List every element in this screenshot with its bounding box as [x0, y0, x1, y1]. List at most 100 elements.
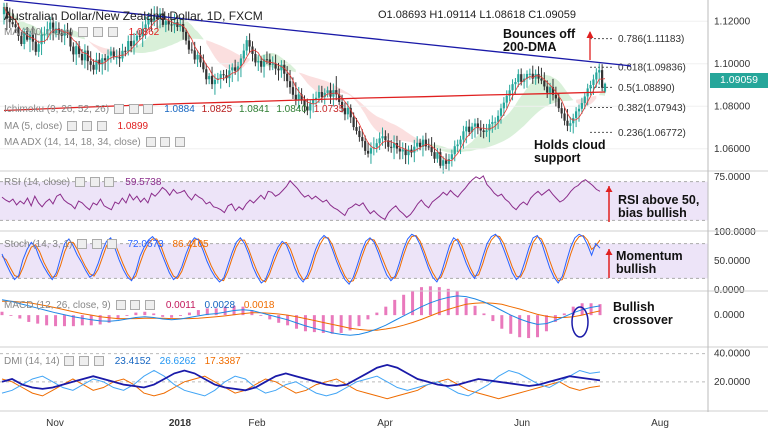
eye-icon[interactable]: [74, 177, 85, 188]
close-icon[interactable]: [104, 177, 115, 188]
candle-body: [514, 82, 517, 85]
candle-body: [387, 140, 390, 147]
eye-icon[interactable]: [115, 300, 126, 311]
candle-body: [144, 24, 147, 29]
candle-body: [427, 146, 430, 148]
fib-level-label: 0.786(1.11183): [618, 34, 684, 45]
candle-body: [63, 31, 66, 36]
macd-histogram-bar: [500, 315, 504, 329]
eye-icon[interactable]: [64, 356, 75, 367]
eye-icon[interactable]: [78, 27, 89, 38]
candle-body: [80, 53, 84, 61]
gear-icon[interactable]: [128, 104, 139, 115]
gear-icon[interactable]: [91, 239, 102, 250]
macd-histogram-bar: [473, 305, 477, 316]
y-tick-label: 100.0000: [714, 227, 756, 238]
macd-histogram-bar: [71, 315, 75, 327]
y-tick-label: 75.0000: [714, 172, 751, 183]
eye-icon[interactable]: [113, 104, 124, 115]
macd-histogram-bar: [9, 315, 13, 316]
candle-body: [112, 51, 115, 58]
candle-body: [234, 67, 237, 71]
gear-icon[interactable]: [93, 27, 104, 38]
x-tick-label: Feb: [248, 418, 266, 429]
ohlc-readout: O1.08693 H1.09114 L1.08618 C1.09059: [378, 9, 576, 21]
candle-body: [583, 96, 586, 104]
stoch-legend-label: Stoch (14, 3, 1): [4, 239, 73, 250]
candle-body: [265, 59, 269, 61]
macd-legend-macd: 0.0028: [204, 300, 236, 311]
candle-body: [563, 113, 566, 121]
x-tick-label: Nov: [46, 418, 64, 429]
close-icon[interactable]: [107, 27, 118, 38]
candle-body: [297, 94, 300, 100]
gear-icon[interactable]: [89, 177, 100, 188]
eye-icon[interactable]: [67, 121, 78, 132]
close-icon[interactable]: [96, 121, 107, 132]
candle-body: [502, 102, 505, 109]
macd-pane[interactable]: 0.0000: [0, 286, 746, 339]
gear-icon[interactable]: [79, 356, 90, 367]
close-icon[interactable]: [145, 300, 156, 311]
ichimoku-legend-value-4: 1.0840: [276, 104, 307, 115]
rsi-arrow-head: [605, 186, 613, 192]
candle-body: [323, 92, 326, 98]
candle-body: [83, 50, 87, 61]
dmi-pane[interactable]: 40.0000 20.0000: [0, 349, 751, 400]
close-icon[interactable]: [93, 356, 104, 367]
candle-body: [57, 28, 60, 34]
dmi-legend[interactable]: DMI (14, 14) 23.4152 26.6262 17.3387: [4, 356, 241, 367]
eye-icon[interactable]: [77, 239, 88, 250]
macd-histogram-bar: [36, 315, 40, 324]
candle-body: [248, 40, 251, 47]
ma200-line: [3, 91, 606, 112]
candle-body: [104, 58, 107, 61]
ma200-legend[interactable]: MA (200, close) 1.0862: [4, 27, 159, 38]
candle-body: [444, 160, 448, 164]
ichimoku-legend[interactable]: Ichimoku (9, 26, 52, 26) 1.0884 1.0825 1…: [4, 104, 344, 115]
candle-body: [416, 142, 419, 147]
macd-histogram-bar: [464, 298, 468, 316]
candle-body: [378, 138, 381, 144]
candle-body: [23, 31, 26, 44]
symbol-title: Australian Dollar/New Zealand Dollar, 1D…: [4, 9, 263, 23]
candle-body: [580, 103, 583, 109]
candle-body: [86, 50, 89, 62]
trendline: [3, 0, 632, 67]
candle-body: [92, 64, 95, 70]
rsi-pane[interactable]: 75.0000: [0, 172, 751, 221]
ma5-legend[interactable]: MA (5, close) 1.0899: [4, 121, 148, 132]
gear-icon[interactable]: [160, 137, 171, 148]
y-tick-label: 1.06000: [714, 144, 751, 155]
candle-body: [468, 126, 471, 132]
candle-body: [410, 149, 413, 153]
candle-body: [164, 20, 167, 25]
ma5-line: [3, 6, 606, 162]
candle-body: [286, 73, 289, 82]
rsi-legend[interactable]: RSI (14, close) 59.5738: [4, 177, 161, 188]
candle-body: [132, 40, 136, 47]
macd-histogram-bar: [357, 315, 361, 327]
ichimoku-cloud: [87, 40, 126, 56]
close-icon[interactable]: [106, 239, 117, 250]
gear-icon[interactable]: [130, 300, 141, 311]
candle-body: [392, 143, 396, 148]
y-tick-label: 40.0000: [714, 349, 751, 360]
close-icon[interactable]: [175, 137, 186, 148]
price-pane[interactable]: 1.12000 1.10000 1.08000 1.06000 0.786(1.1118…: [0, 0, 751, 174]
macd-histogram-bar: [125, 315, 129, 316]
stoch-legend[interactable]: Stoch (14, 3, 1) 72.0673 86.4105: [4, 239, 209, 250]
maadx-legend[interactable]: MA ADX (14, 14, 18, 34, close): [4, 137, 186, 148]
candle-body: [54, 28, 58, 33]
close-icon[interactable]: [143, 104, 154, 115]
ichimoku-legend-value-2: 1.0825: [201, 104, 233, 115]
candle-body: [398, 148, 401, 152]
ichimoku-legend-label: Ichimoku (9, 26, 52, 26): [4, 104, 110, 115]
eye-icon[interactable]: [145, 137, 156, 148]
macd-legend[interactable]: MACD (12, 26, close, 9) 0.0011 0.0028 0.…: [4, 300, 274, 311]
macd-histogram-bar: [339, 315, 343, 333]
gear-icon[interactable]: [81, 121, 92, 132]
candle-body: [520, 74, 523, 82]
candle-body: [326, 90, 329, 93]
